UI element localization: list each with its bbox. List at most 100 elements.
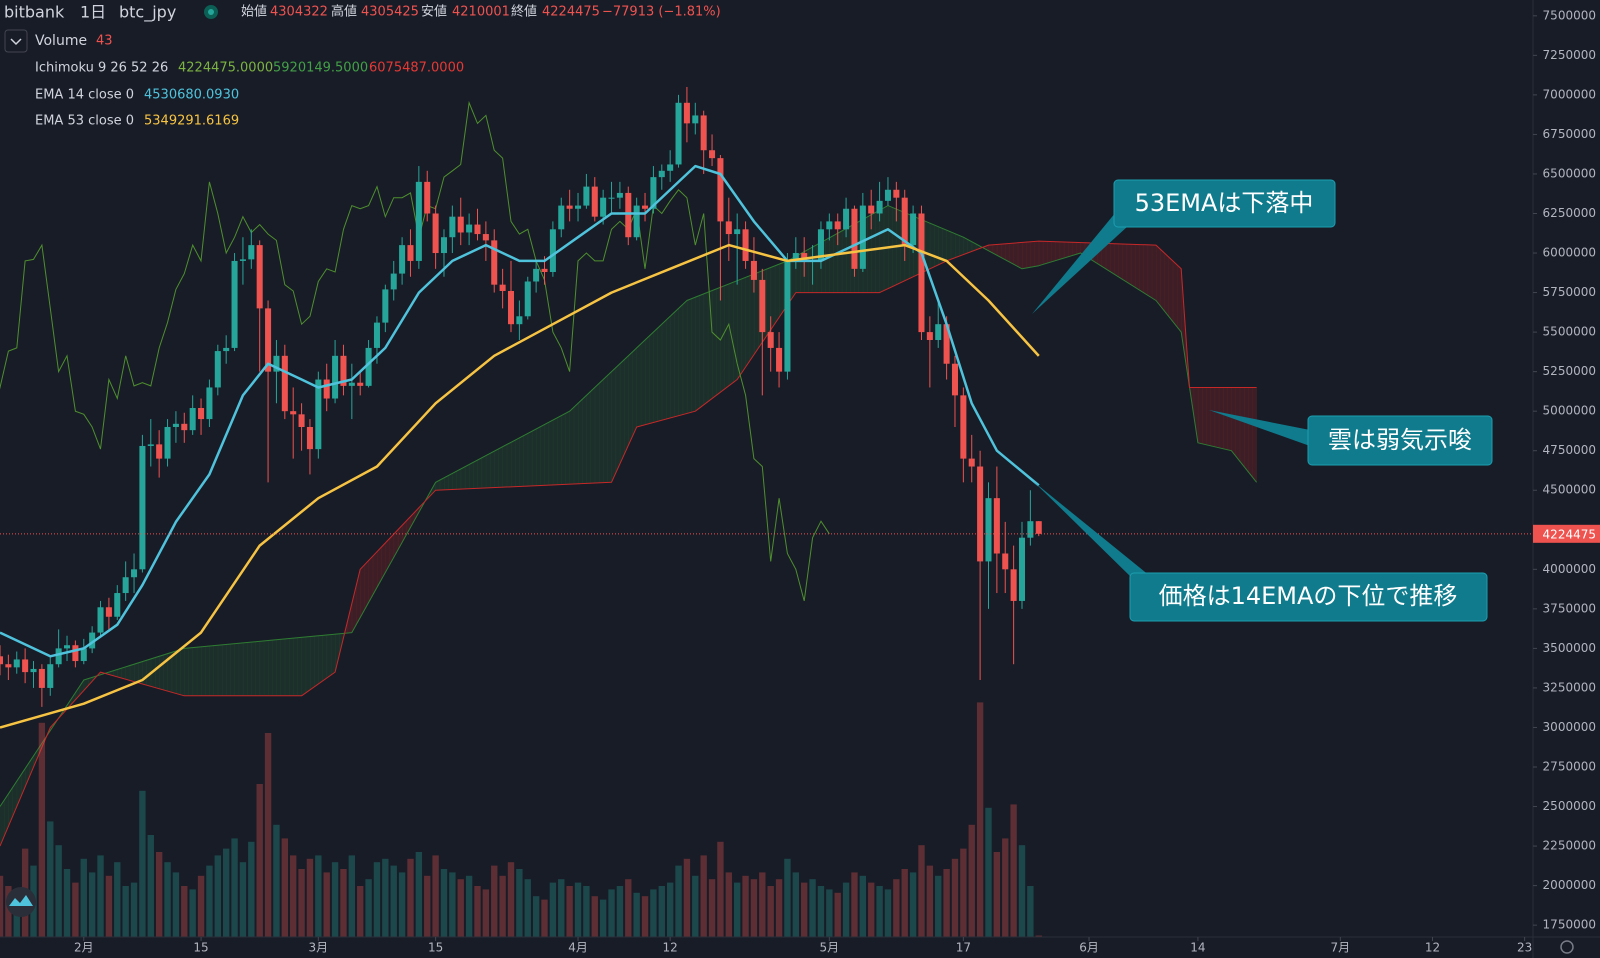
cloud-fill xyxy=(1051,241,1056,262)
cloud-fill xyxy=(289,638,294,696)
candle-body xyxy=(30,668,37,673)
cloud-fill xyxy=(716,287,721,396)
cloud-fill xyxy=(213,645,219,696)
y-tick-label: 6000000 xyxy=(1543,246,1596,260)
candle-body xyxy=(105,607,112,617)
cloud-fill xyxy=(364,560,369,611)
cloud-fill xyxy=(753,272,759,355)
volume-bar xyxy=(256,784,263,937)
candle-body xyxy=(642,205,649,209)
y-tick-label: 3500000 xyxy=(1543,641,1596,655)
volume-bar xyxy=(147,835,154,937)
cloud-fill xyxy=(963,237,968,255)
candle-body xyxy=(725,221,732,235)
cloud-fill xyxy=(251,641,256,696)
volume-bar xyxy=(398,872,406,937)
volume-bar xyxy=(80,858,87,937)
y-tick-label: 7000000 xyxy=(1543,87,1596,101)
legend-ema53-value: 5349291.6169 xyxy=(144,114,239,129)
callout-box xyxy=(1113,179,1336,228)
volume-bar xyxy=(935,875,942,937)
volume-bar xyxy=(884,889,892,937)
volume-bar xyxy=(583,886,590,937)
cloud-fill xyxy=(330,634,336,676)
collapse-button[interactable] xyxy=(4,29,28,53)
candle-body xyxy=(968,458,975,467)
cloud-fill xyxy=(460,466,466,490)
cloud-fill xyxy=(473,460,478,489)
candle-body xyxy=(516,316,523,325)
cloud-fill xyxy=(490,451,495,488)
candle-body xyxy=(658,170,665,178)
cloud-fill xyxy=(653,328,658,423)
volume-bar xyxy=(708,879,716,937)
y-tick-label: 4000000 xyxy=(1543,562,1596,576)
symbol: btc_jpy xyxy=(119,3,176,23)
candle-body xyxy=(558,205,565,230)
candle-body xyxy=(608,197,615,199)
candle-body xyxy=(72,645,79,662)
volume-bar xyxy=(373,862,381,937)
cloud-fill xyxy=(71,692,76,705)
cloud-fill xyxy=(1009,243,1015,265)
cloud-fill xyxy=(825,237,830,293)
candle-body xyxy=(507,290,515,325)
low-value: 4210001 xyxy=(452,5,510,20)
volume-bar xyxy=(348,855,356,937)
volume-bar xyxy=(717,841,724,937)
volume-bar xyxy=(465,875,473,937)
cloud-fill xyxy=(645,336,650,425)
volume-bar xyxy=(88,872,96,937)
cloud-fill xyxy=(511,440,516,487)
cloud-fill xyxy=(670,312,675,418)
cloud-fill xyxy=(201,646,206,696)
volume-bar xyxy=(1002,838,1009,937)
cloud-fill xyxy=(1223,387,1228,450)
volume-bar xyxy=(666,882,674,937)
close-value: 4224475 xyxy=(542,5,600,20)
cloud-fill xyxy=(134,662,139,683)
volume-bar xyxy=(876,886,883,937)
volume-bar xyxy=(38,722,46,937)
cloud-fill xyxy=(431,482,437,495)
volume-bar xyxy=(206,865,213,937)
cloud-fill xyxy=(502,444,508,488)
settings-icon[interactable] xyxy=(1560,940,1574,954)
low-label: 安値 xyxy=(421,4,447,20)
volume-bar xyxy=(72,882,79,937)
cloud-fill xyxy=(209,645,215,696)
cloud-fill xyxy=(167,652,173,693)
cloud-fill xyxy=(452,471,457,490)
candle-body xyxy=(357,382,364,386)
cloud-fill xyxy=(1147,244,1153,298)
volume-bar xyxy=(926,865,934,937)
y-tick-label: 4500000 xyxy=(1543,483,1596,497)
candle-body xyxy=(290,411,297,415)
candle-body xyxy=(139,445,146,570)
volume-bar xyxy=(114,862,121,937)
cloud-fill xyxy=(469,462,474,489)
cloud-fill xyxy=(1135,244,1140,290)
volume-bar xyxy=(750,879,758,937)
cloud-fill xyxy=(263,640,269,696)
candle-body xyxy=(700,115,707,151)
candle-body xyxy=(365,347,372,386)
candle-body xyxy=(189,408,196,431)
candle-body xyxy=(575,205,582,209)
cloud-fill xyxy=(703,292,709,405)
cloud-fill xyxy=(351,586,357,633)
cloud-fill xyxy=(159,654,164,690)
candle-body xyxy=(834,221,841,230)
y-tick-label: 2500000 xyxy=(1543,799,1596,813)
volume-bar xyxy=(340,869,347,937)
cloud-fill xyxy=(1038,241,1044,266)
cloud-fill xyxy=(205,646,210,696)
cloud-fill xyxy=(1210,387,1216,447)
cloud-fill xyxy=(272,639,277,696)
cloud-fill xyxy=(548,420,554,486)
cloud-fill xyxy=(1202,387,1207,445)
candle-body xyxy=(776,347,783,372)
cloud-fill xyxy=(477,457,483,489)
cloud-fill xyxy=(573,403,579,485)
candle-body xyxy=(784,260,791,372)
